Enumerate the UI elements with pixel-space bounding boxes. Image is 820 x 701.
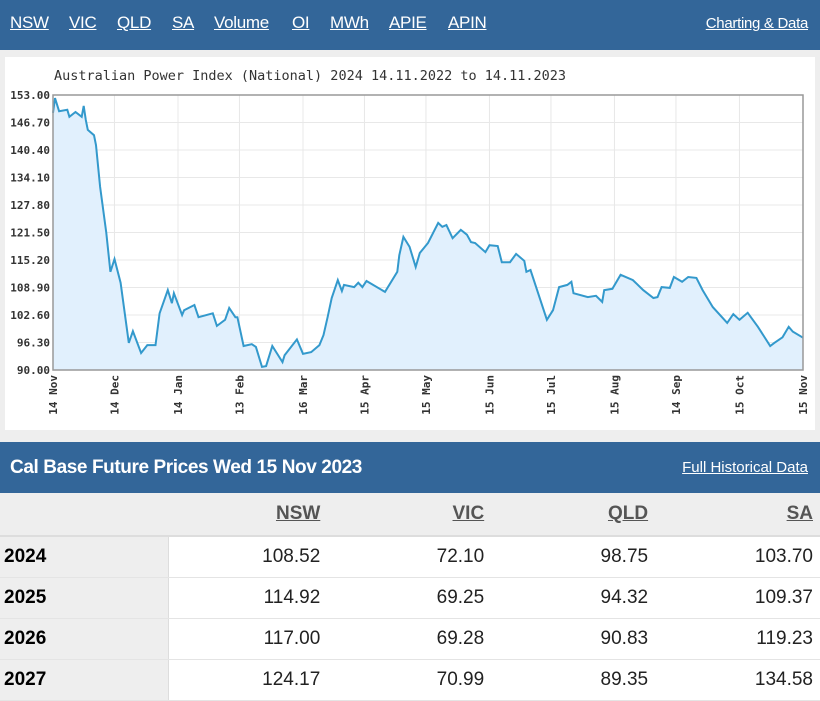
x-tick-label: 15 Nov — [797, 375, 810, 415]
y-tick-label: 96.30 — [17, 337, 50, 350]
x-tick-label: 15 Aug — [608, 375, 621, 415]
x-tick-label: 15 Oct — [733, 375, 746, 415]
nav-link-sa[interactable]: SA — [172, 13, 195, 32]
nav-link-nsw[interactable]: NSW — [10, 13, 49, 32]
header-cell: NSW — [168, 493, 328, 537]
x-tick-label: 13 Feb — [233, 375, 246, 415]
column-header-vic[interactable]: VIC — [452, 503, 485, 524]
x-tick-label: 14 Sep — [670, 375, 683, 415]
price-cell-vic: 70.99 — [327, 659, 492, 701]
y-tick-label: 115.20 — [10, 254, 50, 267]
column-header-nsw[interactable]: NSW — [275, 503, 321, 524]
nav-link-apin[interactable]: APIN — [448, 13, 487, 32]
chart-panel: Australian Power Index (National) 2024 1… — [5, 57, 815, 430]
price-cell-nsw: 114.92 — [168, 577, 328, 619]
plot-border — [52, 94, 804, 371]
header-empty — [0, 493, 169, 537]
header-cell: QLD — [491, 493, 656, 537]
row-year: 2026 — [0, 618, 169, 660]
nav-link-volume[interactable]: Volume — [214, 13, 269, 32]
nav-link-apie[interactable]: APIE — [389, 13, 427, 32]
price-cell-sa: 119.23 — [655, 618, 820, 660]
price-cell-nsw: 117.00 — [168, 618, 328, 660]
price-cell-qld: 90.83 — [491, 618, 656, 660]
y-tick-label: 108.90 — [10, 282, 50, 295]
x-tick-label: 14 Jan — [172, 375, 185, 415]
prices-title: Cal Base Future Prices Wed 15 Nov 2023 — [10, 457, 362, 478]
y-tick-label: 90.00 — [17, 364, 50, 377]
y-tick-label: 121.50 — [10, 227, 50, 240]
y-tick-label: 134.10 — [10, 172, 50, 185]
header-cell: SA — [655, 493, 820, 537]
y-tick-label: 140.40 — [10, 144, 50, 157]
x-tick-label: 16 Mar — [297, 375, 310, 415]
nav-link-qld[interactable]: QLD — [117, 13, 152, 32]
table-row: 2026 117.00 69.28 90.83 119.23 — [0, 618, 820, 660]
x-tick-label: 14 Dec — [108, 375, 121, 415]
price-cell-qld: 94.32 — [491, 577, 656, 619]
chart-axis-labels: 153.00 146.70 140.40 134.10 127.80 121.50 115.… — [10, 89, 810, 415]
table-row: 2025 114.92 69.25 94.32 109.37 — [0, 577, 820, 619]
nav-link-mwh[interactable]: MWh — [330, 13, 369, 32]
table-header-row: NSW VIC QLD SA — [0, 493, 820, 537]
full-historical-data-link[interactable]: Full Historical Data — [682, 459, 808, 476]
nav-link-oi[interactable]: OI — [292, 13, 310, 32]
price-cell-sa: 103.70 — [655, 536, 820, 578]
x-tick-label: 15 May — [420, 375, 433, 415]
charting-data-link[interactable]: Charting & Data — [705, 15, 809, 32]
chart-title: Australian Power Index (National) 2024 1… — [54, 68, 566, 84]
table-row: 2027 124.17 70.99 89.35 134.58 — [0, 659, 820, 701]
column-header-sa[interactable]: SA — [786, 503, 813, 524]
price-cell-sa: 134.58 — [655, 659, 820, 701]
price-cell-nsw: 124.17 — [168, 659, 328, 701]
price-cell-vic: 69.28 — [327, 618, 492, 660]
price-cell-vic: 69.25 — [327, 577, 492, 619]
chart-marks — [52, 94, 804, 371]
price-cell-sa: 109.37 — [655, 577, 820, 619]
prices-header: Cal Base Future Prices Wed 15 Nov 2023 F… — [0, 442, 820, 493]
row-year: 2025 — [0, 577, 169, 619]
y-tick-label: 127.80 — [10, 199, 50, 212]
y-tick-label: 102.60 — [10, 309, 50, 322]
x-tick-label: 15 Jul — [545, 375, 558, 415]
nav-link-vic[interactable]: VIC — [69, 13, 97, 32]
top-nav: NSW VIC QLD SA Volume OI MWh APIE APIN C… — [0, 0, 820, 50]
x-tick-label: 15 Jun — [483, 375, 496, 415]
price-cell-nsw: 108.52 — [168, 536, 328, 578]
prices-table: NSW VIC QLD SA 2024 108.52 72.10 98.75 103.7… — [0, 493, 820, 701]
row-year: 2024 — [0, 536, 169, 578]
y-tick-label: 146.70 — [10, 117, 50, 130]
price-cell-vic: 72.10 — [327, 536, 492, 578]
price-cell-qld: 98.75 — [491, 536, 656, 578]
series-line — [52, 97, 804, 369]
row-year: 2027 — [0, 659, 169, 701]
price-cell-qld: 89.35 — [491, 659, 656, 701]
power-index-chart: Australian Power Index (National) 2024 1… — [10, 68, 810, 415]
column-header-qld[interactable]: QLD — [607, 503, 649, 524]
table-row: 2024 108.52 72.10 98.75 103.70 — [0, 536, 820, 578]
header-cell: VIC — [327, 493, 492, 537]
x-tick-label: 14 Nov — [47, 375, 60, 415]
x-tick-label: 15 Apr — [358, 375, 371, 415]
series-area — [53, 98, 803, 370]
y-tick-label: 153.00 — [10, 89, 50, 102]
